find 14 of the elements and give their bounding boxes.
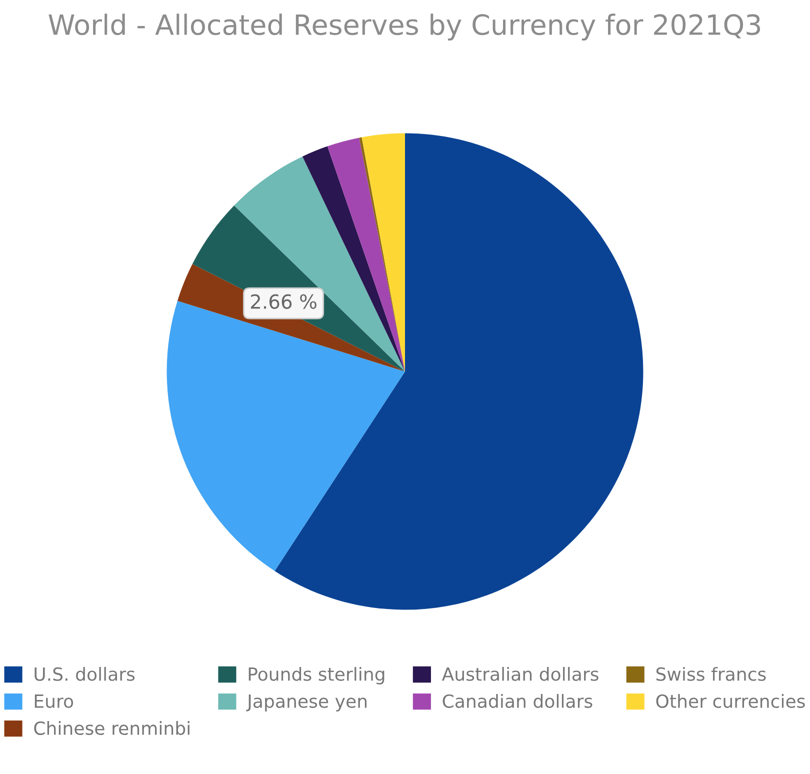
legend-label: Pounds sterling — [248, 666, 384, 684]
legend-label: Canadian dollars — [442, 694, 592, 708]
chart-title: World - Allocated Reserves by Currency for 2021Q3 — [48, 14, 760, 41]
pie-slice — [302, 146, 405, 372]
legend-label: Swiss francs — [656, 666, 766, 681]
legend-label: Other currencies — [656, 694, 805, 708]
pie-slice — [234, 156, 405, 372]
legend-label: Australian dollars — [442, 666, 598, 681]
data-label: 2.66 % — [250, 294, 316, 309]
legend-label: Euro — [34, 694, 74, 708]
pie-slice — [327, 138, 405, 372]
legend-label: Chinese renminbi — [34, 721, 190, 736]
legend-label: U.S. dollars — [34, 666, 135, 681]
legend-label: Japanese yen — [246, 694, 367, 712]
